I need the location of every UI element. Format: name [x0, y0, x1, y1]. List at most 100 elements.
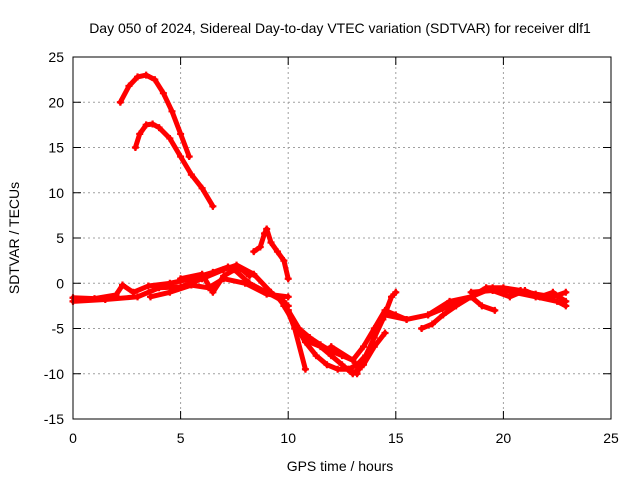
- x-axis-label: GPS time / hours: [287, 458, 394, 474]
- data-point: [187, 281, 195, 289]
- data-point: [209, 202, 217, 210]
- data-point: [220, 272, 228, 280]
- data-point: [144, 282, 152, 290]
- data-point: [349, 356, 357, 364]
- data-point: [381, 311, 389, 319]
- data-point: [125, 82, 133, 90]
- y-tick-label: -5: [52, 321, 65, 337]
- x-tick-label: 5: [177, 430, 185, 446]
- data-point: [198, 184, 206, 192]
- y-tick-label: 0: [56, 275, 64, 291]
- data-series: [69, 71, 570, 378]
- series-line: [132, 121, 216, 209]
- series-arc-mid: [131, 120, 217, 210]
- y-tick-label: -10: [44, 366, 64, 382]
- data-point: [521, 286, 529, 294]
- data-point: [316, 343, 324, 351]
- data-point: [116, 98, 124, 106]
- x-tick-label: 0: [69, 430, 77, 446]
- axis-ticks: 0 5 10 15 20 25 -15 -10 -5 0 5 10 15 20 25: [44, 49, 619, 446]
- data-point: [467, 288, 475, 296]
- data-point: [187, 171, 195, 179]
- data-point: [491, 306, 499, 314]
- data-point: [387, 293, 395, 301]
- data-point: [273, 248, 281, 256]
- data-point: [562, 297, 570, 305]
- data-point: [142, 71, 150, 79]
- data-point: [334, 365, 342, 373]
- data-point: [553, 297, 561, 305]
- data-point: [273, 293, 281, 301]
- data-point: [424, 311, 432, 319]
- data-point: [452, 302, 460, 310]
- y-axis-label: SDTVAR / TECUs: [6, 182, 22, 294]
- data-point: [327, 343, 335, 351]
- data-point: [312, 352, 320, 360]
- data-point: [134, 293, 142, 301]
- data-point: [370, 334, 378, 342]
- series-line: [117, 72, 192, 160]
- data-point: [506, 293, 514, 301]
- data-point: [478, 302, 486, 310]
- data-point: [198, 270, 206, 278]
- series-arc-high: [116, 71, 193, 161]
- data-point: [233, 261, 241, 269]
- data-point: [370, 325, 378, 332]
- data-point: [230, 266, 238, 274]
- data-point: [118, 281, 126, 289]
- x-tick-label: 10: [280, 430, 296, 446]
- data-point: [159, 89, 167, 97]
- y-tick-label: 20: [48, 94, 64, 110]
- y-tick-label: 15: [48, 140, 64, 156]
- data-point: [185, 153, 193, 161]
- data-point: [536, 293, 544, 301]
- x-tick-label: 15: [388, 430, 404, 446]
- data-point: [280, 257, 288, 265]
- series-line: [251, 226, 291, 282]
- data-point: [284, 275, 292, 283]
- data-point: [131, 144, 139, 151]
- data-point: [446, 297, 454, 305]
- data-point: [136, 130, 144, 138]
- data-point: [149, 120, 157, 128]
- data-point: [439, 311, 447, 319]
- data-point: [129, 288, 137, 296]
- data-point: [360, 361, 368, 369]
- data-point: [291, 320, 299, 328]
- data-point: [177, 275, 185, 283]
- x-tick-label: 25: [603, 430, 619, 446]
- data-point: [168, 107, 176, 115]
- data-point: [220, 266, 228, 274]
- chart-title: Day 050 of 2024, Sidereal Day-to-day VTE…: [89, 20, 591, 36]
- data-point: [267, 239, 275, 247]
- data-point: [344, 365, 352, 373]
- data-point: [177, 130, 185, 138]
- data-point: [392, 288, 400, 296]
- data-point: [142, 121, 150, 129]
- data-point: [146, 293, 154, 301]
- data-point: [155, 124, 163, 132]
- data-point: [327, 352, 335, 360]
- data-point: [263, 288, 271, 296]
- data-point: [250, 248, 258, 256]
- y-tick-label: -15: [44, 411, 64, 427]
- data-point: [549, 288, 557, 296]
- data-point: [155, 284, 163, 292]
- series-recovery-1: [344, 288, 400, 373]
- data-point: [418, 325, 426, 332]
- grid: [73, 57, 611, 419]
- data-point: [284, 293, 292, 301]
- y-tick-label: 5: [56, 230, 64, 246]
- series-line: [281, 303, 360, 377]
- series-spike-9h: [250, 225, 292, 283]
- data-point: [166, 288, 174, 296]
- data-point: [353, 361, 361, 369]
- data-point: [177, 153, 185, 161]
- y-tick-label: 10: [48, 185, 64, 201]
- x-tick-label: 20: [496, 430, 512, 446]
- data-point: [256, 243, 264, 251]
- data-point: [280, 302, 288, 310]
- data-point: [323, 361, 331, 369]
- series-late-3: [424, 293, 499, 319]
